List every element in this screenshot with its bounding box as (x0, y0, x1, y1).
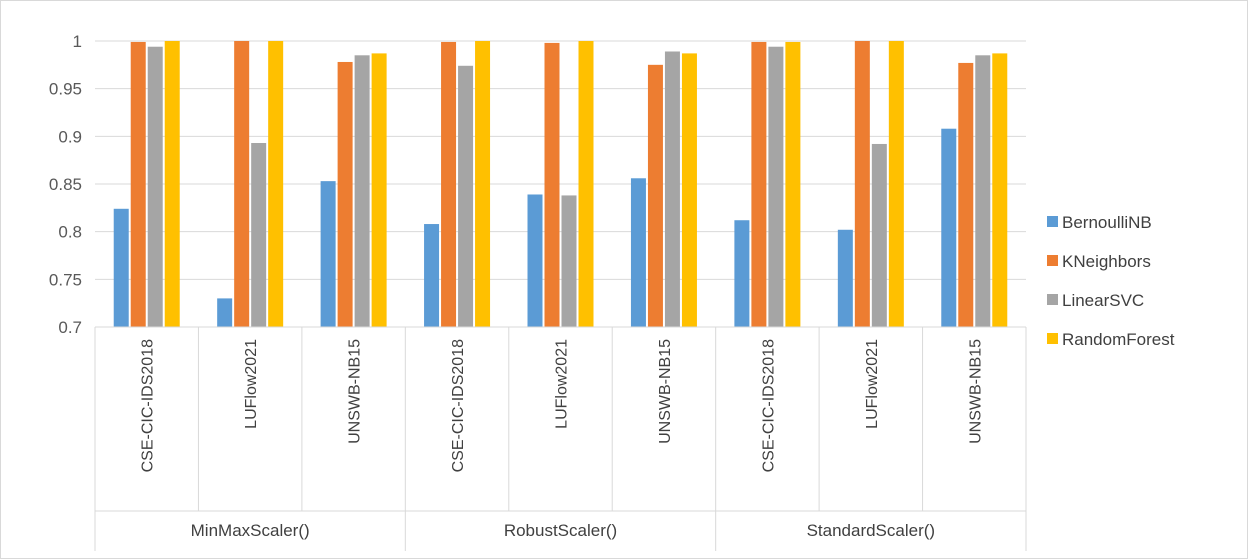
bars (113, 41, 1008, 328)
y-tick-label: 0.85 (49, 175, 82, 194)
bar (441, 41, 457, 327)
bar (888, 41, 904, 327)
bar (320, 181, 336, 327)
bar (941, 128, 957, 327)
legend-label: RandomForest (1062, 330, 1175, 349)
legend-swatch (1047, 255, 1058, 266)
category-label: UNSWB-NB15 (347, 339, 364, 444)
bar (113, 208, 129, 327)
legend-label: KNeighbors (1062, 252, 1151, 271)
bar (458, 65, 474, 327)
bar (527, 194, 543, 327)
y-tick-label: 0.95 (49, 80, 82, 99)
bar (217, 298, 233, 327)
bar (578, 41, 594, 327)
legend-label: BernoulliNB (1062, 213, 1152, 232)
bar (164, 41, 180, 327)
bar (837, 229, 853, 327)
category-label: CSE-CIC-IDS2018 (450, 339, 467, 472)
bar (664, 51, 680, 328)
bar (147, 46, 163, 327)
bar (785, 41, 801, 327)
group-label: RobustScaler() (504, 521, 617, 540)
bar (871, 143, 887, 327)
group-label: StandardScaler() (807, 521, 936, 540)
bar (234, 41, 250, 327)
bar (337, 61, 353, 328)
category-label: LUFlow2021 (864, 339, 881, 429)
bar (371, 53, 387, 327)
category-label: CSE-CIC-IDS2018 (760, 339, 777, 472)
category-label: CSE-CIC-IDS2018 (140, 339, 157, 472)
bar (544, 42, 560, 327)
y-tick-label: 0.8 (58, 223, 82, 242)
category-label: UNSWB-NB15 (657, 339, 674, 444)
legend: BernoulliNB KNeighbors LinearSVC RandomFore… (1047, 213, 1175, 349)
bar (975, 55, 991, 328)
y-tick-label: 0.9 (58, 127, 82, 146)
bar (424, 224, 440, 327)
legend-swatch (1047, 333, 1058, 344)
bar (734, 220, 750, 327)
y-tick-label: 1 (73, 32, 82, 51)
legend-swatch (1047, 216, 1058, 227)
bar (251, 143, 267, 327)
bar (561, 195, 577, 327)
bar (681, 53, 697, 327)
category-label: LUFlow2021 (243, 339, 260, 429)
category-label: LUFlow2021 (554, 339, 571, 429)
legend-swatch (1047, 294, 1058, 305)
y-tick-label: 0.7 (58, 318, 82, 337)
bar (475, 41, 491, 327)
bar (768, 46, 784, 327)
bar (854, 41, 870, 327)
gridlines (95, 40, 1026, 328)
axes: 0.7 0.75 0.8 0.85 0.9 0.95 1 CSE-CIC-IDS2018 LUF… (49, 32, 1027, 551)
bar (130, 41, 146, 327)
category-label: UNSWB-NB15 (967, 339, 984, 444)
group-label: MinMaxScaler() (191, 521, 310, 540)
bar (992, 53, 1008, 327)
bar (647, 64, 663, 328)
bar (751, 41, 767, 327)
bar (630, 178, 646, 327)
bar (354, 55, 370, 328)
legend-label: LinearSVC (1062, 291, 1144, 310)
bar (958, 62, 974, 327)
bar (268, 41, 284, 327)
y-tick-label: 0.75 (49, 270, 82, 289)
